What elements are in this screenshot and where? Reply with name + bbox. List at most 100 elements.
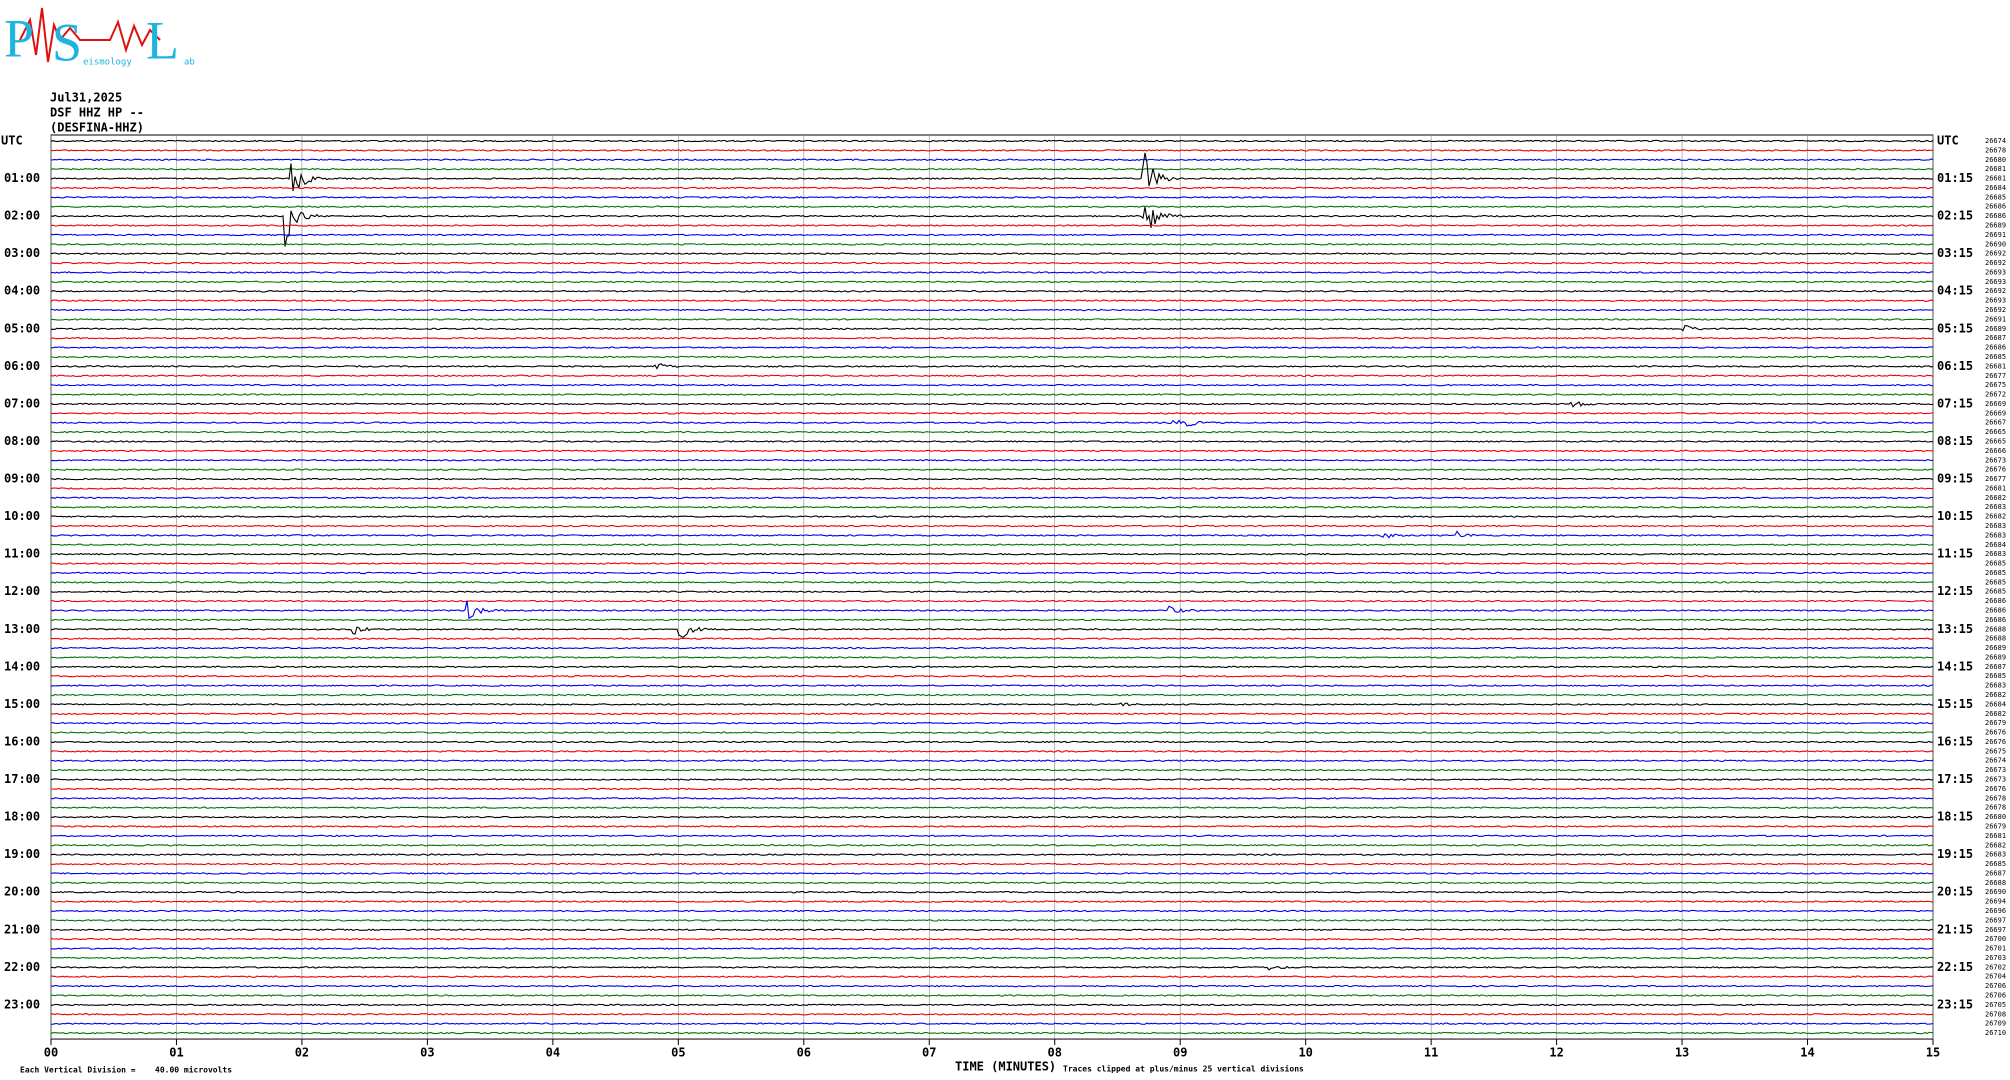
trace [50, 401, 1933, 408]
trace-count: 26692 [1985, 250, 2006, 258]
hour-label: 23:00 [4, 997, 40, 1011]
x-tick-label: 03 [420, 1046, 434, 1060]
hour-label: 15:15 [1937, 697, 1973, 711]
hour-label: 18:00 [4, 810, 40, 824]
trace-count: 26685 [1985, 578, 2006, 586]
trace [50, 524, 1934, 528]
trace [50, 618, 1933, 622]
trace-count: 26680 [1985, 813, 2006, 821]
trace-count: 26706 [1985, 982, 2006, 990]
trace [50, 419, 1934, 427]
trace [50, 487, 1934, 490]
trace [50, 909, 1934, 913]
hour-label: 14:00 [4, 659, 40, 673]
trace-count: 26678 [1985, 804, 2006, 812]
trace-count: 26686 [1985, 607, 2006, 615]
trace [50, 600, 1934, 620]
trace-count: 26688 [1985, 625, 2006, 633]
trace [50, 449, 1934, 453]
hour-label: 17:15 [1937, 772, 1973, 786]
trace-count: 26700 [1985, 935, 2006, 943]
trace [51, 196, 1934, 199]
trace [51, 637, 1934, 640]
trace [50, 965, 1934, 971]
x-tick-label: 06 [797, 1046, 811, 1060]
trace [51, 919, 1933, 922]
trace-count: 26689 [1985, 644, 2006, 652]
x-tick-label: 10 [1298, 1046, 1312, 1060]
trace [50, 289, 1934, 293]
trace-count: 26682 [1985, 841, 2006, 849]
hour-label: 11:00 [4, 547, 40, 561]
trace [50, 139, 1934, 143]
trace [50, 206, 1934, 247]
trace-count: 26683 [1985, 531, 2006, 539]
trace [50, 881, 1934, 885]
trace-count: 26681 [1985, 832, 2006, 840]
trace-count: 26704 [1985, 973, 2006, 981]
trace-count: 26673 [1985, 766, 2006, 774]
trace [50, 656, 1934, 659]
trace [50, 956, 1934, 960]
x-tick-label: 08 [1048, 1046, 1062, 1060]
trace-count: 26681 [1985, 165, 2006, 173]
scale-note: 40.00 microvolts [155, 1065, 232, 1075]
trace-count: 26683 [1985, 851, 2006, 859]
trace-count: 26682 [1985, 513, 2006, 521]
trace [50, 324, 1934, 332]
hour-label: 20:00 [4, 885, 40, 899]
trace [50, 496, 1934, 500]
trace-count: 26669 [1985, 400, 2006, 408]
trace [50, 712, 1934, 716]
trace [50, 1003, 1934, 1007]
hour-label: UTC [1937, 134, 1959, 148]
hour-label: 08:00 [4, 434, 40, 448]
trace [50, 984, 1934, 988]
trace [51, 515, 1933, 518]
trace [50, 355, 1934, 359]
trace [50, 862, 1934, 866]
hour-label: 03:15 [1937, 246, 1973, 260]
trace [50, 759, 1934, 763]
trace-count: 26685 [1985, 353, 2006, 361]
x-tick-label: 11 [1424, 1046, 1438, 1060]
trace [50, 505, 1934, 509]
trace-count: 26689 [1985, 653, 2006, 661]
trace-count: 26692 [1985, 259, 2006, 267]
trace-count: 26709 [1985, 1020, 2006, 1028]
trace [50, 167, 1934, 171]
hour-label: 21:00 [4, 922, 40, 936]
hour-label: 13:00 [4, 622, 40, 636]
trace [50, 252, 1934, 255]
hour-label: 10:15 [1937, 509, 1973, 523]
date: Jul31,2025 [50, 91, 122, 105]
trace-count: 26681 [1985, 362, 2006, 370]
trace-count: 26673 [1985, 776, 2006, 784]
trace-count: 26676 [1985, 738, 2006, 746]
trace-count: 26684 [1985, 700, 2006, 708]
trace [50, 336, 1934, 340]
trace-count: 26689 [1985, 325, 2006, 333]
trace-count: 26692 [1985, 306, 2006, 314]
trace [50, 684, 1934, 687]
x-tick-label: 15 [1926, 1046, 1940, 1060]
trace-count: 26696 [1985, 907, 2006, 915]
logo-wiggle [19, 7, 161, 63]
trace-count: 26676 [1985, 729, 2006, 737]
hour-label: 19:15 [1937, 847, 1973, 861]
x-tick-label: 14 [1800, 1046, 1814, 1060]
trace [50, 975, 1933, 979]
trace-count: 26683 [1985, 550, 2006, 558]
trace [50, 853, 1934, 856]
trace [50, 806, 1934, 809]
trace-count: 26686 [1985, 344, 2006, 352]
logo-letter: L [146, 10, 179, 70]
trace-count: 26666 [1985, 447, 2006, 455]
trace [50, 233, 1934, 237]
trace [50, 477, 1934, 481]
trace-count: 26705 [1985, 1001, 2006, 1009]
hour-label: 22:15 [1937, 960, 1973, 974]
trace [50, 825, 1933, 828]
trace [50, 261, 1934, 265]
